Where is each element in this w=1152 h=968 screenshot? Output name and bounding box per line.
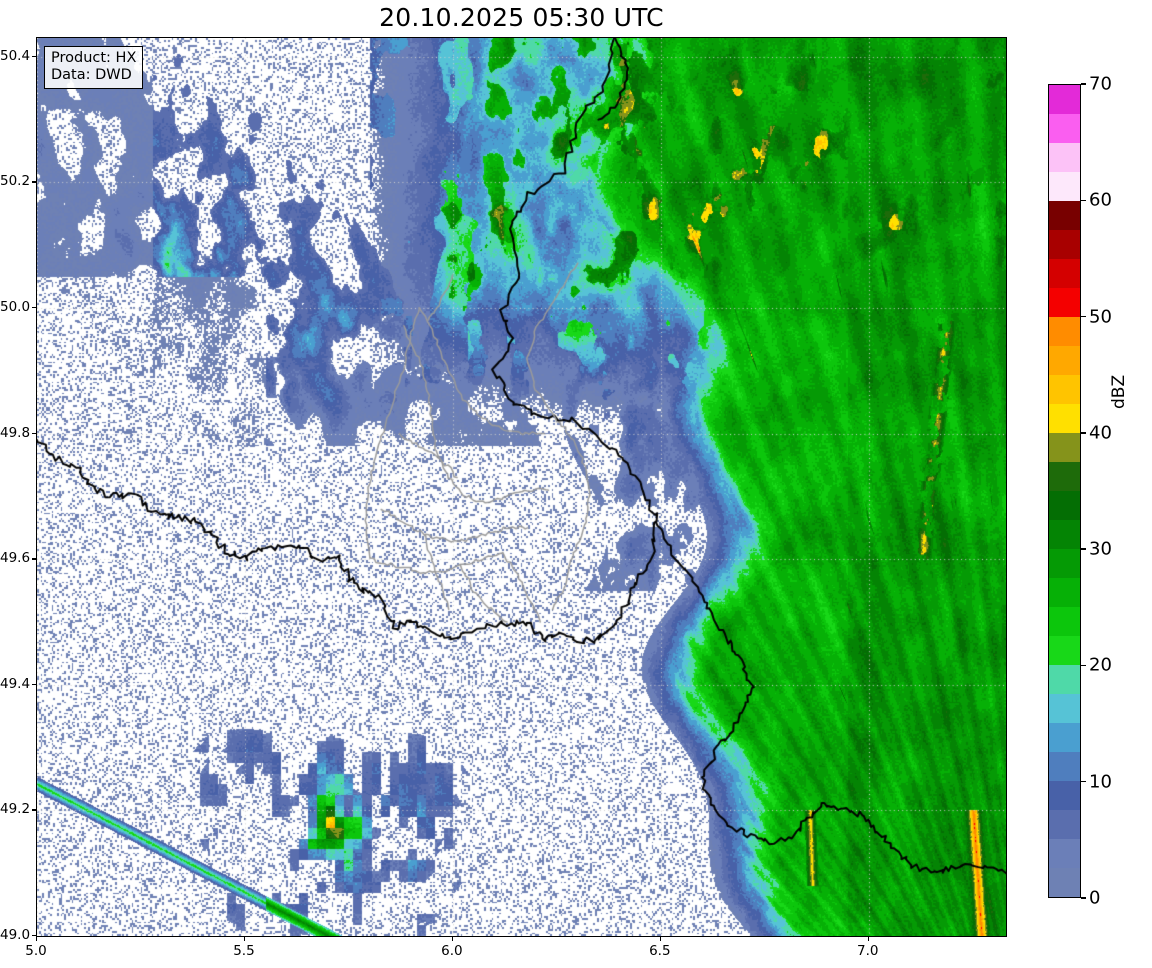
y-tick-mark	[32, 181, 36, 183]
colorbar-band	[1049, 201, 1080, 230]
product-info-box: Product: HX Data: DWD	[44, 46, 144, 89]
product-label: Product: HX	[51, 50, 137, 66]
x-tick-mark	[451, 937, 454, 941]
colorbar-tick-mark	[1081, 781, 1086, 783]
y-tick-label: 50.2	[0, 173, 31, 190]
colorbar-tick-label: 10	[1089, 771, 1112, 793]
colorbar-band	[1049, 259, 1080, 288]
colorbar-band	[1049, 317, 1080, 346]
colorbar-tick-label: 70	[1089, 73, 1112, 95]
colorbar-band	[1049, 694, 1080, 723]
colorbar-band	[1049, 549, 1080, 578]
y-tick-mark	[32, 432, 36, 434]
colorbar-tick-label: 30	[1089, 538, 1112, 560]
colorbar-band	[1049, 839, 1080, 868]
colorbar-band	[1049, 781, 1080, 810]
x-tick-mark	[243, 937, 246, 941]
colorbar-band	[1049, 868, 1080, 897]
colorbar-band	[1049, 433, 1080, 462]
colorbar-band	[1049, 462, 1080, 491]
colorbar-band	[1049, 230, 1080, 259]
colorbar-band	[1049, 607, 1080, 636]
x-tick-label: 6.5	[649, 943, 671, 959]
x-tick-label: 7.0	[857, 943, 879, 959]
y-tick-mark	[32, 809, 36, 811]
administrative-borders-layer	[37, 38, 1006, 936]
x-tick-mark	[659, 937, 662, 941]
y-tick-label: 50.0	[0, 299, 31, 316]
colorbar-tick-mark	[1081, 664, 1086, 667]
colorbar-band	[1049, 665, 1080, 694]
colorbar-tick-mark	[1081, 548, 1086, 550]
y-tick-label: 49.2	[0, 801, 31, 818]
map-plot-area[interactable]	[36, 37, 1007, 937]
colorbar-band	[1049, 404, 1080, 433]
colorbar-tick-label: 60	[1089, 189, 1112, 211]
colorbar-tick-label: 40	[1089, 422, 1112, 444]
colorbar-label: dBZ	[1109, 374, 1129, 409]
colorbar-band	[1049, 114, 1080, 143]
colorbar-band	[1049, 172, 1080, 201]
y-tick-mark	[32, 683, 36, 686]
colorbar-band	[1049, 491, 1080, 520]
colorbar-band	[1049, 520, 1080, 549]
colorbar[interactable]	[1048, 84, 1081, 898]
colorbar-tick-label: 20	[1089, 654, 1112, 676]
x-tick-mark	[867, 937, 870, 941]
colorbar-tick-mark	[1081, 315, 1086, 318]
y-tick-label: 49.0	[0, 927, 31, 943]
x-tick-label: 5.0	[25, 943, 47, 959]
page-title: 20.10.2025 05:30 UTC	[379, 3, 664, 32]
y-tick-label: 49.8	[0, 424, 31, 441]
colorbar-band	[1049, 85, 1080, 114]
colorbar-tick-label: 50	[1089, 306, 1112, 328]
y-tick-label: 49.6	[0, 550, 31, 567]
y-tick-mark	[32, 55, 36, 58]
colorbar-band	[1049, 578, 1080, 607]
colorbar-band	[1049, 810, 1080, 839]
x-tick-mark	[36, 937, 38, 941]
colorbar-tick-mark	[1081, 897, 1086, 899]
data-source-label: Data: DWD	[51, 67, 132, 83]
x-tick-label: 6.0	[441, 943, 463, 959]
colorbar-band	[1049, 288, 1080, 317]
y-tick-mark	[32, 307, 36, 309]
y-tick-label: 50.4	[0, 47, 31, 64]
colorbar-tick-mark	[1081, 432, 1086, 434]
colorbar-tick-container: 0 10 20 30 40 50 60 70	[1081, 74, 1151, 909]
colorbar-band	[1049, 143, 1080, 172]
x-tick-label: 5.5	[233, 943, 255, 959]
colorbar-tick-mark	[1081, 199, 1086, 201]
colorbar-band	[1049, 752, 1080, 781]
colorbar-band	[1049, 636, 1080, 665]
colorbar-tick-mark	[1081, 83, 1086, 85]
colorbar-tick-label: 0	[1089, 887, 1101, 909]
y-tick-mark	[32, 558, 36, 560]
y-tick-mark	[32, 935, 36, 937]
y-tick-label: 49.4	[0, 675, 31, 692]
colorbar-band	[1049, 723, 1080, 752]
colorbar-band	[1049, 375, 1080, 404]
colorbar-band	[1049, 346, 1080, 375]
